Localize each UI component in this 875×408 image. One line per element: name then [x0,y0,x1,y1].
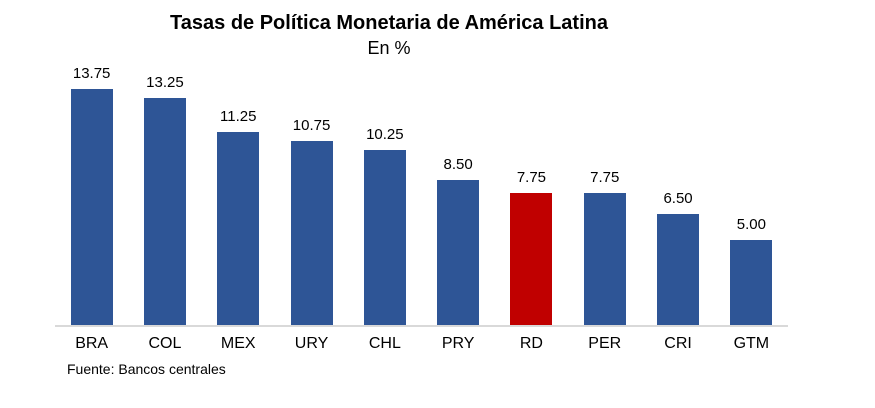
x-axis-label-col: COL [148,335,182,352]
chart-subtitle: En % [367,38,411,58]
bar-ury [290,141,333,326]
bar-pry [437,180,480,326]
bar-bra [70,89,113,326]
bar-rd [510,193,553,326]
x-axis-label-pry: PRY [441,335,475,352]
chart-title: Tasas de Política Monetaria de América L… [170,12,608,34]
x-axis-label-ury: URY [294,335,329,352]
x-axis-label-chl: CHL [368,335,401,352]
bar-value-label-ury: 10.75 [292,117,331,134]
bar-value-label-mex: 11.25 [220,108,257,125]
bar-value-label-chl: 10.25 [366,126,404,143]
bar-col [143,98,186,326]
bar-cri [657,214,700,326]
bar-value-label-rd: 7.75 [516,169,547,186]
bar-value-label-col: 13.25 [146,74,184,91]
bar-gtm [730,240,773,326]
x-axis-line [55,325,788,327]
x-axis-label-gtm: GTM [733,335,770,352]
bar-value-label-pry: 8.50 [443,156,473,173]
x-axis-label-cri: CRI [664,335,692,352]
bar-value-label-cri: 6.50 [663,190,693,207]
bar-value-label-per: 7.75 [590,169,620,186]
x-axis-label-mex: MEX [220,335,256,352]
bar-value-label-gtm: 5.00 [736,216,766,233]
x-axis-label-per: PER [588,335,622,352]
bar-chl [363,150,406,326]
x-axis-label-rd: RD [519,335,543,352]
bar-value-label-bra: 13.75 [72,65,111,82]
source-note: Fuente: Bancos centrales [67,361,226,377]
bar-per [583,193,626,326]
x-axis-label-bra: BRA [75,335,109,352]
bar-mex [217,132,260,326]
